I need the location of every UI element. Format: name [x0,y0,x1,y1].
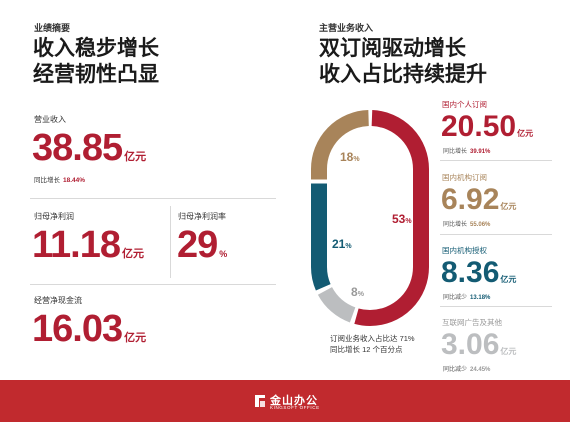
ring-segment-personal-subscription [311,110,429,326]
category-value-institution-license: 8.36亿元 [441,256,517,289]
category-label-institution-license: 国内机构授权 [442,246,487,255]
summary-headline-line2: 经营韧性凸显 [33,63,159,86]
net-profit-value: 11.18 亿元 [32,226,144,264]
cash-flow-unit: 亿元 [124,332,147,344]
cash-flow-number: 16.03 [32,308,123,350]
category-change-ads-other: 同比减少 24.45% [443,367,491,373]
brand-logo: 金山办公 KINGSOFT OFFICE [253,392,320,412]
ring-label-institution-license: 21% [332,237,352,251]
ring-segment-institution-subscription [311,110,429,326]
subscription-caption-line1: 订阅业务收入占比达 71% [330,334,415,343]
divider-vertical [170,206,171,278]
net-profit-number: 11.18 [32,224,121,266]
net-margin-value: 29% [177,226,227,264]
category-divider-3 [440,306,552,307]
footer-bar: 金山办公 KINGSOFT OFFICE [0,380,570,422]
category-divider-1 [440,160,552,161]
category-label-personal: 国内个人订阅 [442,100,487,109]
summary-section-label: 业绩摘要 [34,23,71,33]
brand-name-cn: 金山办公 [270,395,318,407]
business-headline-line1: 双订阅驱动增长 [319,37,466,60]
cash-flow-label: 经营净现金流 [34,296,82,305]
category-value-institution-subscription: 6.92亿元 [441,183,517,216]
category-change-institution-subscription: 同比增长 55.06% [443,222,491,228]
ring-label-ads-other: 8% [351,285,364,299]
divider-2 [30,284,276,285]
category-label-institution-subscription: 国内机构订阅 [442,173,487,182]
revenue-growth-label: 同比增长 [34,177,60,184]
net-profit-label: 归母净利润 [34,212,74,221]
revenue-label: 营业收入 [34,115,66,124]
cash-flow-value: 16.03 亿元 [32,310,146,348]
brand-name-en: KINGSOFT OFFICE [270,405,320,410]
revenue-unit: 亿元 [124,151,147,163]
revenue-ring-chart [311,110,429,326]
category-divider-2 [440,234,552,235]
category-value-personal: 20.50亿元 [441,110,534,143]
net-margin-label: 归母净利润率 [178,212,226,221]
summary-headline-line1: 收入稳步增长 [33,37,159,60]
net-profit-unit: 亿元 [122,248,144,260]
kingsoft-office-logo-icon [255,395,265,407]
revenue-growth: 同比增长 18.44% [34,174,85,184]
business-headline-line2: 收入占比持续提升 [319,63,487,86]
divider-1 [30,198,276,199]
category-value-ads-other: 3.06亿元 [441,328,517,361]
category-change-personal: 同比增长 39.91% [443,149,491,155]
business-section-label: 主营业务收入 [319,23,374,33]
revenue-growth-value: 18.44% [63,177,86,184]
category-change-institution-license: 同比减少 13.18% [443,295,491,301]
revenue-number: 38.85 [32,127,123,169]
net-margin-number: 29 [177,224,218,266]
net-margin-unit: % [219,249,228,259]
subscription-caption-line2: 同比增长 12 个百分点 [330,345,403,354]
category-label-ads-other: 互联网广告及其他 [442,318,502,327]
ring-label-personal-subscription: 53% [392,212,412,226]
revenue-value: 38.85 亿元 [32,129,146,167]
ring-label-institution-subscription: 18% [340,150,360,164]
